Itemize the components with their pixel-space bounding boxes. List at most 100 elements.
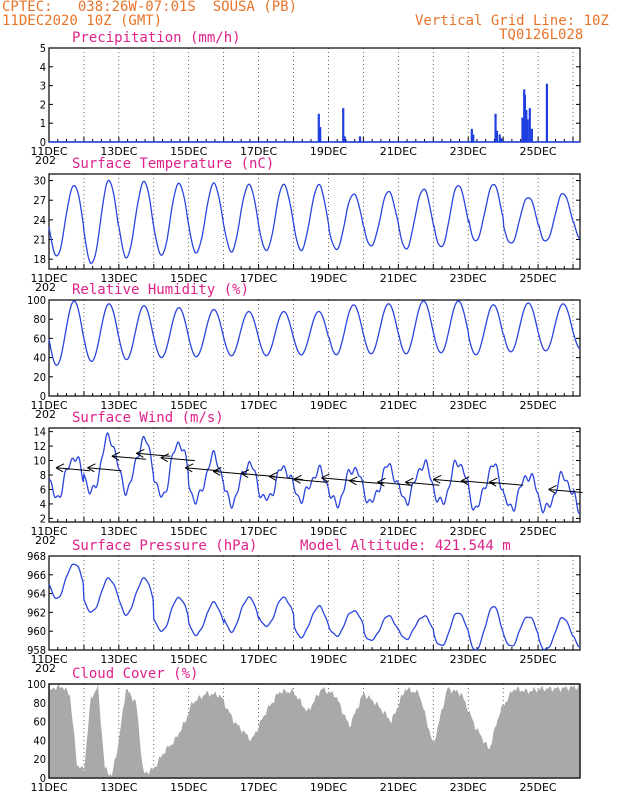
precip-bar <box>472 134 475 142</box>
panel-title-rh: Relative Humidity (%) <box>72 282 249 298</box>
date-label-precip: 13DEC <box>100 145 137 158</box>
year-label-rh: 202 <box>35 408 56 421</box>
wind-vector-head <box>377 477 386 487</box>
y-tick-label-wind: 12 <box>33 440 46 453</box>
y-tick-label-temp: 30 <box>33 175 46 188</box>
wind-vector-head <box>212 466 222 476</box>
date-label-pres: 13DEC <box>100 653 137 666</box>
series-line-temp <box>48 179 581 264</box>
wind-vector-head <box>184 463 194 473</box>
y-tick-label-temp: 24 <box>33 214 46 227</box>
y-tick-label-precip: 0 <box>40 136 46 149</box>
date-label-wind: 19DEC <box>310 525 347 538</box>
date-label-wind: 17DEC <box>240 525 277 538</box>
y-tick-label-temp: 21 <box>33 234 46 247</box>
precip-bar <box>523 95 527 142</box>
wind-vector <box>185 467 220 472</box>
y-tick-label-wind: 8 <box>40 469 46 482</box>
wind-vector <box>269 475 304 480</box>
date-label-pres: 23DEC <box>450 653 487 666</box>
date-label-precip: 11DEC <box>30 145 67 158</box>
wind-vector-head <box>240 469 250 478</box>
date-label-rh: 17DEC <box>240 399 277 412</box>
date-label-cloud: 25DEC <box>520 781 557 794</box>
precip-bar <box>526 119 529 142</box>
precip-bar <box>319 126 322 142</box>
wind-vector-head <box>293 474 302 484</box>
precip-bar <box>500 138 503 142</box>
date-label-rh: 19DEC <box>310 399 347 412</box>
date-label-wind: 23DEC <box>450 525 487 538</box>
date-label-cloud: 11DEC <box>30 781 67 794</box>
date-label-wind: 11DEC <box>30 525 67 538</box>
date-label-rh: 15DEC <box>170 399 207 412</box>
year-label-temp: 202 <box>35 281 56 294</box>
precip-bar <box>343 136 346 142</box>
wind-vector <box>405 481 440 486</box>
y-tick-label-precip: 5 <box>40 42 46 55</box>
y-tick-label-pres: 960 <box>27 625 46 638</box>
precip-bar <box>530 128 533 142</box>
precip-bar <box>525 110 528 142</box>
wind-vector-head <box>136 448 145 458</box>
y-tick-label-cloud: 80 <box>33 697 46 710</box>
date-label-pres: 19DEC <box>310 653 347 666</box>
date-label-wind: 21DEC <box>380 525 417 538</box>
y-tick-label-cloud: 0 <box>40 772 46 785</box>
panel-title-precip: Precipitation (mm/h) <box>72 30 241 46</box>
date-label-pres: 25DEC <box>520 653 557 666</box>
wind-vector <box>433 478 468 483</box>
wind-vector-head <box>548 485 557 494</box>
date-label-cloud: 13DEC <box>100 781 137 794</box>
panel-title-temp: Surface Temperature (nC) <box>72 156 274 172</box>
y-tick-label-pres: 958 <box>27 644 46 657</box>
precip-bar <box>521 117 524 142</box>
header-title-left: CPTEC: 038:26W-07:01S SOUSA (PB) <box>2 0 298 15</box>
wind-vector-head <box>87 463 96 473</box>
date-label-cloud: 15DEC <box>170 781 207 794</box>
date-label-temp: 13DEC <box>100 272 137 285</box>
wind-vector-head <box>321 473 330 483</box>
panel-frame-pres <box>48 555 581 651</box>
cloud-cover-area <box>49 684 580 778</box>
y-tick-label-precip: 3 <box>40 80 46 93</box>
date-label-temp: 21DEC <box>380 272 417 285</box>
y-tick-label-temp: 27 <box>33 194 46 207</box>
panel-frame-cloud <box>48 683 581 779</box>
wind-vector-head <box>405 477 414 487</box>
y-tick-label-rh: 80 <box>33 313 46 326</box>
date-label-temp: 19DEC <box>310 272 347 285</box>
date-label-wind: 25DEC <box>520 525 557 538</box>
precip-bar <box>358 136 362 142</box>
date-label-precip: 15DEC <box>170 145 207 158</box>
year-label-wind: 202 <box>35 534 56 547</box>
date-label-cloud: 17DEC <box>240 781 277 794</box>
precip-bar <box>470 128 473 142</box>
date-label-precip: 17DEC <box>240 145 277 158</box>
date-label-temp: 25DEC <box>520 272 557 285</box>
wind-vector <box>160 457 195 462</box>
year-label-precip: 202 <box>35 154 56 167</box>
panel-frame-rh <box>48 299 581 397</box>
precip-bar <box>342 108 345 142</box>
series-line-pres <box>48 563 580 651</box>
precip-bar <box>528 108 531 142</box>
wind-vector-head <box>349 476 358 486</box>
date-label-cloud: 23DEC <box>450 781 487 794</box>
date-label-rh: 11DEC <box>30 399 67 412</box>
y-tick-label-temp: 18 <box>33 253 46 266</box>
y-tick-label-wind: 14 <box>33 426 46 439</box>
header-grid-line-info: Vertical Grid Line: 10Z <box>415 13 609 29</box>
date-label-precip: 25DEC <box>520 145 557 158</box>
date-label-rh: 13DEC <box>100 399 137 412</box>
date-label-cloud: 21DEC <box>380 781 417 794</box>
y-tick-label-precip: 1 <box>40 117 46 130</box>
precip-bar <box>317 113 320 142</box>
series-line-wind <box>48 432 581 515</box>
date-label-pres: 11DEC <box>30 653 67 666</box>
y-tick-label-wind: 4 <box>40 498 46 511</box>
y-tick-label-rh: 20 <box>33 371 46 384</box>
precip-bar <box>495 130 499 142</box>
date-label-precip: 19DEC <box>310 145 347 158</box>
